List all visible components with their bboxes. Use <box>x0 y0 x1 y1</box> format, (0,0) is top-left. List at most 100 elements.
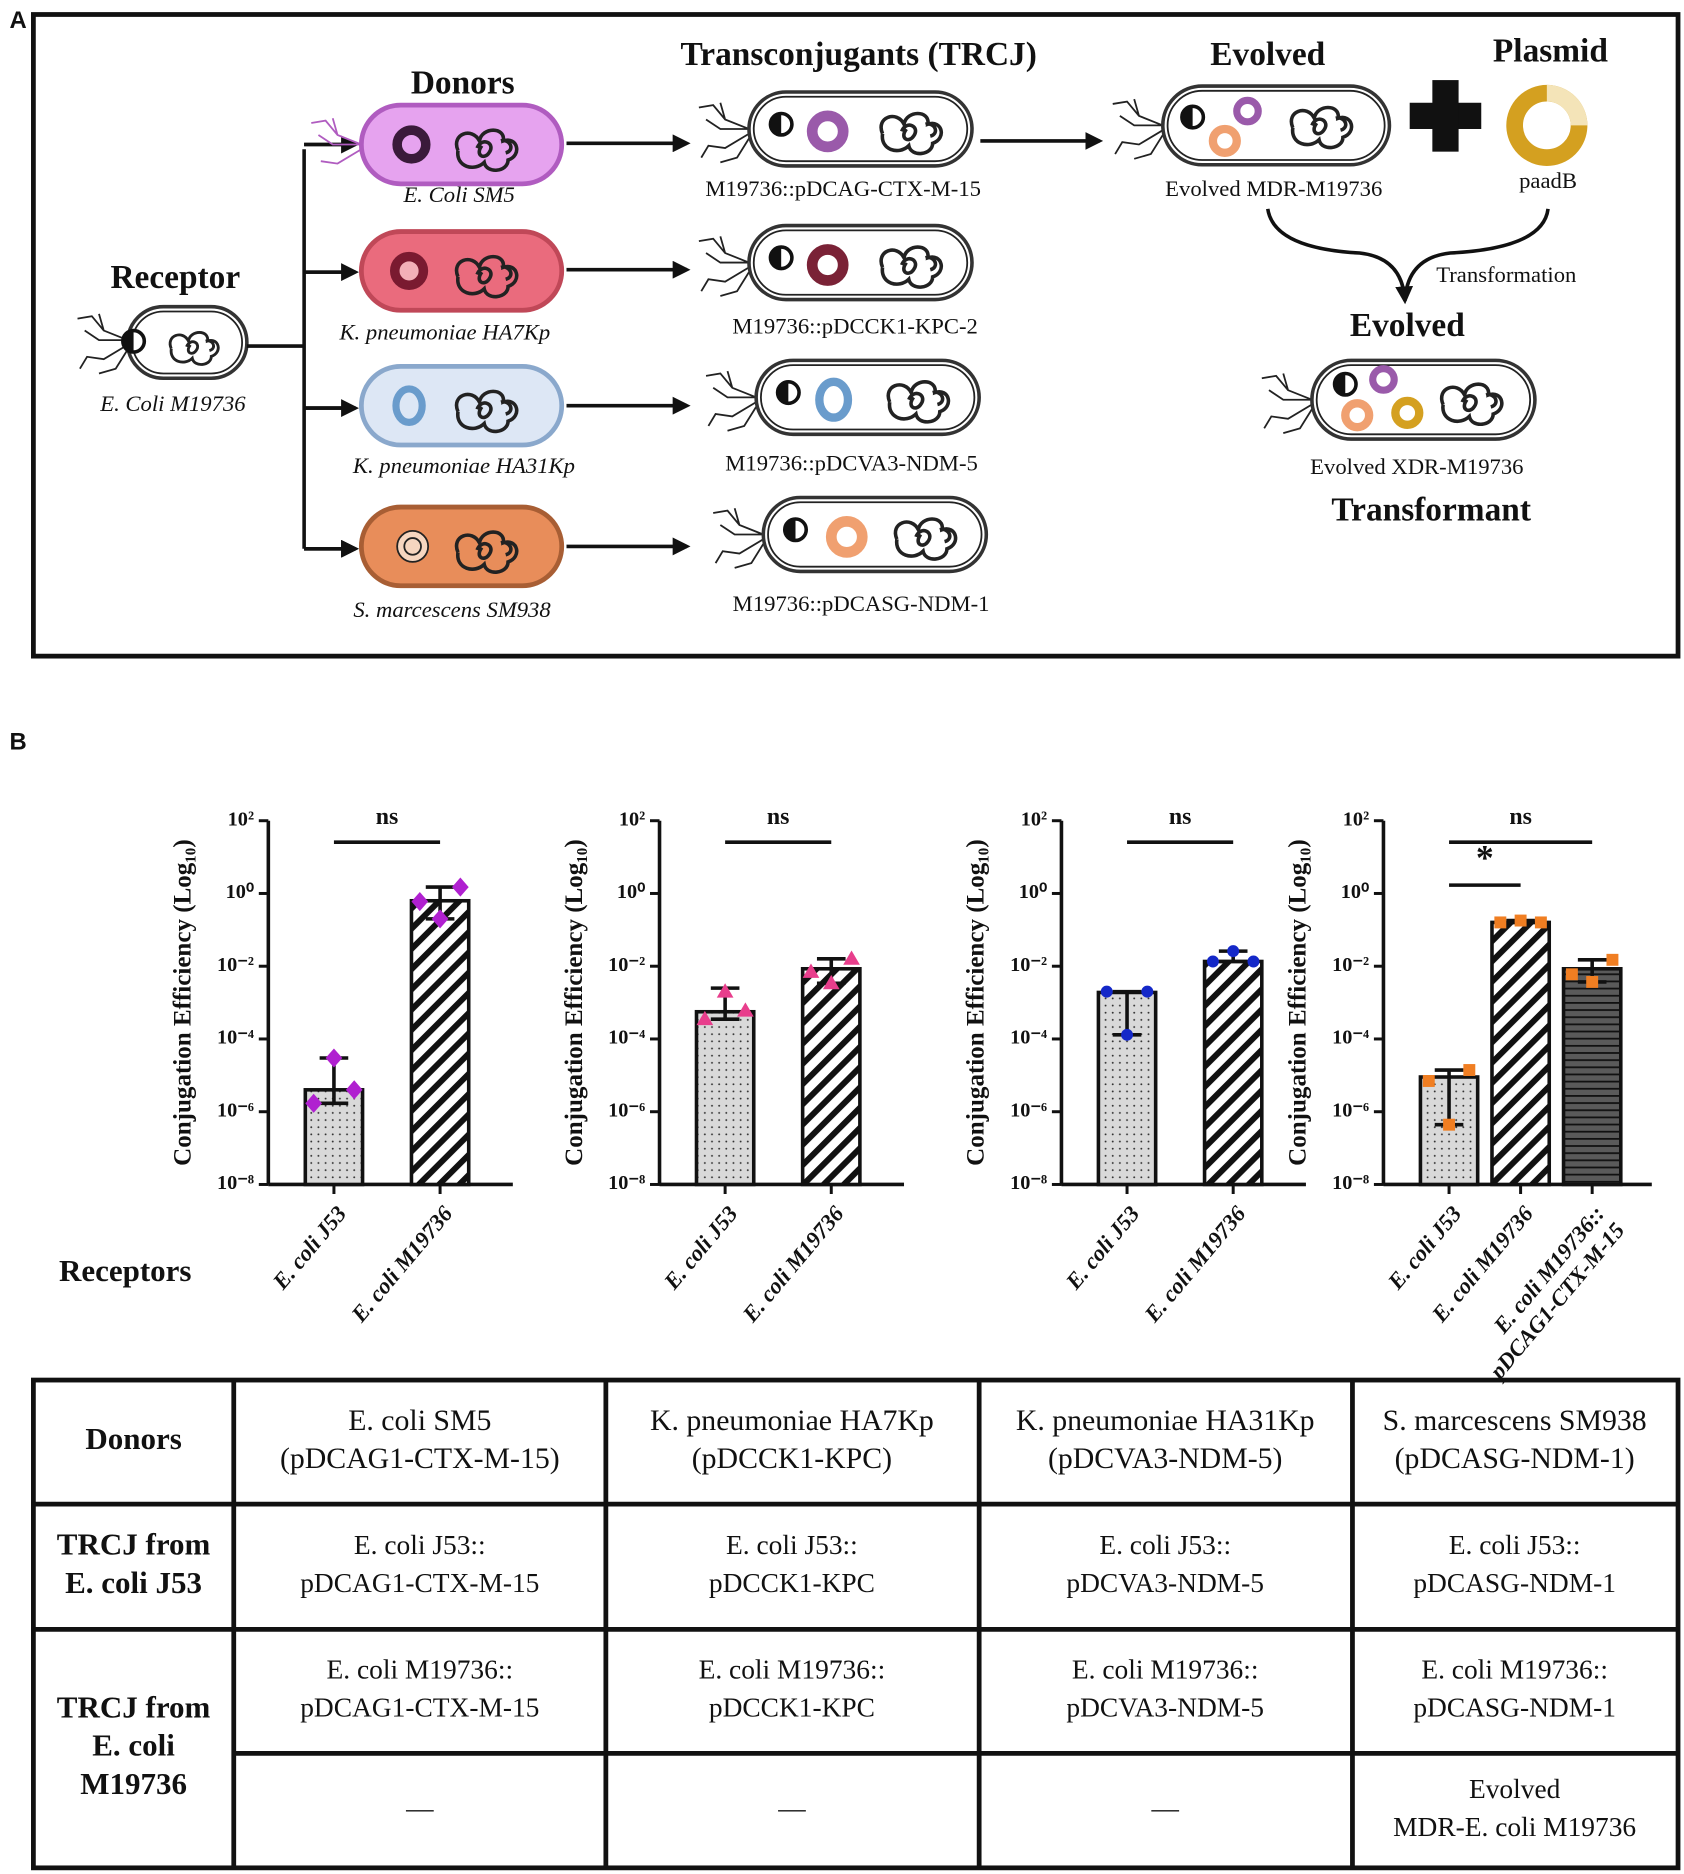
table-cell: pDCAG1-CTX-M-15 <box>300 1568 539 1598</box>
transformation-label: Transformation <box>1436 262 1576 287</box>
table-cell: E. coli M19736:: <box>1072 1655 1259 1685</box>
donor-name: S. marcescens SM938 <box>353 597 551 622</box>
receptor-title: Receptor <box>110 259 240 296</box>
table-cell: E. coli J53:: <box>1449 1530 1581 1560</box>
x-tick-label: E. coli J53 <box>267 1201 351 1294</box>
table-cell: pDCAG1-CTX-M-15 <box>300 1693 539 1723</box>
donor-cells <box>311 102 565 589</box>
y-tick-label: 10⁰ <box>617 881 645 903</box>
significance-label: * <box>1476 837 1494 877</box>
table-cell: E. coli J53:: <box>1099 1530 1231 1560</box>
point <box>1565 968 1578 981</box>
significance-label: ns <box>1169 804 1192 830</box>
trcj-name: M19736::pDCASG-NDM-1 <box>733 591 990 616</box>
point <box>1494 916 1507 929</box>
transformant-subtitle: Transformant <box>1331 492 1531 529</box>
y-axis-label: Conjugation Efficiency (Log₁₀) <box>1285 839 1312 1165</box>
y-tick-label: 10⁻² <box>1010 954 1047 976</box>
row-header: E. coli J53 <box>65 1565 202 1600</box>
table-cell: K. pneumoniae HA7Kp <box>650 1404 934 1437</box>
branch-arrows <box>246 131 1104 549</box>
y-tick-label: 10⁰ <box>226 881 254 903</box>
table-cell: pDCCK1-KPC <box>709 1568 875 1598</box>
point <box>1422 1075 1435 1087</box>
y-tick-label: 10⁻⁶ <box>1332 1099 1369 1121</box>
table-grid <box>31 1377 1681 1871</box>
point <box>452 877 469 897</box>
significance-label: ns <box>1509 804 1532 830</box>
y-tick-label: 10² <box>1021 808 1047 830</box>
bar <box>1561 966 1623 1187</box>
trcj-name: M19736::pDCAG-CTX-M-15 <box>705 176 981 201</box>
table-cell: Evolved <box>1469 1774 1561 1804</box>
table-cell: pDCASG-NDM-1 <box>1413 1693 1616 1723</box>
table-cell: S. marcescens SM938 <box>1383 1404 1647 1437</box>
y-axis-label: Conjugation Efficiency (Log₁₀) <box>561 839 588 1165</box>
y-tick-label: 10⁻⁴ <box>1332 1027 1369 1049</box>
table-cell: (pDCVA3-NDM-5) <box>1048 1442 1283 1475</box>
x-tick-label: E. coli J53 <box>1060 1201 1144 1294</box>
row-header: TRCJ from <box>57 1690 211 1725</box>
table-cell: E. coli M19736:: <box>1421 1655 1608 1685</box>
point <box>716 983 734 998</box>
receptors-label: Receptors <box>59 1253 192 1288</box>
receptor-cell <box>76 304 249 381</box>
bar <box>409 898 471 1187</box>
point <box>1463 1064 1476 1076</box>
evolved-name: Evolved MDR-M19736 <box>1165 176 1382 201</box>
point <box>1606 953 1619 966</box>
x-tick-label: E. coli M19736::pDCAG1-CTX-M-15 <box>1464 1201 1630 1385</box>
trcj-cells <box>697 90 989 574</box>
bar <box>800 966 862 1187</box>
row-header: M19736 <box>80 1766 187 1801</box>
donor-name: K. pneumoniae HA31Kp <box>352 453 575 478</box>
bar <box>694 1009 756 1187</box>
point <box>345 1080 363 1100</box>
point <box>1443 1118 1456 1131</box>
y-tick-label: 10⁻⁴ <box>608 1027 645 1049</box>
charts: 10⁻⁸ 10⁻⁶ 10⁻⁴ 10⁻² 10⁰ 10² Conjugation Effici… <box>170 804 1652 1385</box>
y-tick-label: 10⁻⁸ <box>608 1172 645 1194</box>
y-axis-label: Conjugation Efficiency (Log₁₀) <box>963 839 990 1165</box>
point <box>1514 914 1527 927</box>
y-tick-label: 10² <box>228 808 254 830</box>
receptor-name: E. Coli M19736 <box>99 391 246 416</box>
y-tick-label: 10⁻⁴ <box>217 1027 254 1049</box>
point <box>1206 955 1219 968</box>
table-cell: MDR-E. coli M19736 <box>1393 1812 1636 1842</box>
row-header: Donors <box>85 1421 181 1456</box>
panel-label: B <box>10 728 27 755</box>
y-tick-label: 10² <box>1343 808 1369 830</box>
donor-name: E. Coli SM5 <box>402 182 514 207</box>
trcj-title: Transconjugants (TRCJ) <box>681 36 1037 73</box>
table-cell: E. coli J53:: <box>354 1530 486 1560</box>
table: Donors E. coli SM5 (pDCAG1-CTX-M-15) K. pne… <box>57 1404 1647 1842</box>
bar <box>1202 959 1264 1187</box>
table-cell: E. coli SM5 <box>348 1404 491 1437</box>
point <box>737 1002 754 1017</box>
transformant-cell <box>1260 358 1537 441</box>
table-cell: E. coli M19736:: <box>699 1655 886 1685</box>
point <box>411 891 429 912</box>
row-header: TRCJ from <box>57 1527 211 1562</box>
y-tick-label: 10⁻² <box>608 954 645 976</box>
y-tick-label: 10⁻⁸ <box>1332 1172 1369 1194</box>
y-tick-label: 10⁻⁴ <box>1010 1027 1047 1049</box>
table-cell: (pDCCK1-KPC) <box>692 1442 892 1475</box>
point <box>1100 985 1113 998</box>
x-tick-label: E. coli M19736 <box>737 1201 849 1328</box>
point <box>1534 916 1547 929</box>
evolved-title: Evolved <box>1210 36 1325 73</box>
table-cell: (pDCASG-NDM-1) <box>1395 1442 1635 1475</box>
panel-frame <box>31 12 1681 659</box>
significance-label: ns <box>376 804 399 830</box>
panel-label: A <box>10 7 27 34</box>
y-tick-label: 10⁻⁸ <box>217 1172 254 1194</box>
row-header: E. coli <box>92 1728 175 1763</box>
point <box>1227 945 1240 958</box>
point <box>1121 1028 1134 1041</box>
y-tick-label: 10⁰ <box>1019 881 1047 903</box>
point <box>696 1010 714 1026</box>
y-tick-label: 10⁻⁶ <box>608 1099 645 1121</box>
